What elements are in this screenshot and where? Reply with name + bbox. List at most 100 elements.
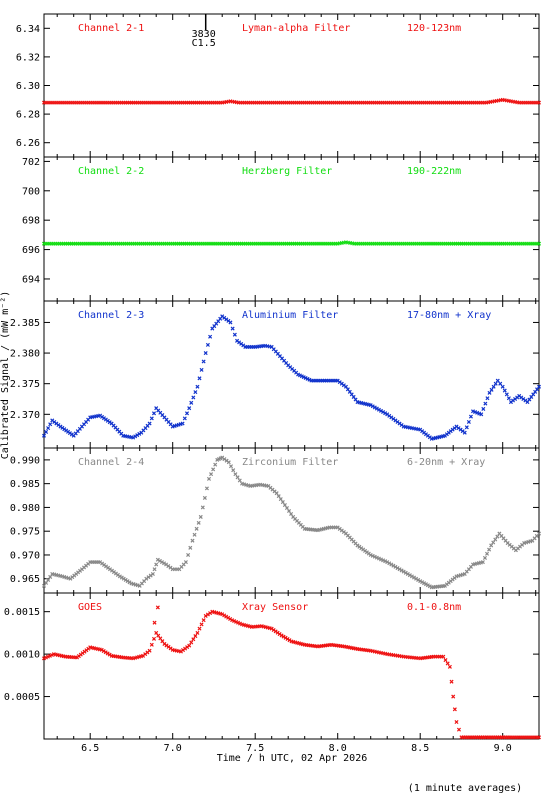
x-tick-label: 7.5	[246, 743, 264, 754]
data-point	[189, 640, 194, 645]
data-point	[192, 532, 197, 537]
panel-band-label: 17-80nm + Xray	[407, 310, 491, 321]
data-point	[464, 425, 469, 430]
data-point	[466, 419, 471, 424]
data-point	[536, 241, 542, 246]
data-point	[152, 567, 157, 572]
data-point	[162, 561, 167, 566]
y-tick-label: 0.980	[10, 503, 40, 514]
panel-filter-label: Lyman-alpha Filter	[242, 23, 350, 34]
data-point	[414, 576, 419, 581]
flare-label: C1.5	[192, 38, 216, 49]
data-point	[491, 384, 496, 389]
data-point	[186, 552, 191, 557]
data-point	[468, 414, 473, 419]
y-tick-label: 2.380	[10, 349, 40, 360]
data-point	[180, 421, 185, 426]
data-point	[201, 618, 206, 623]
data-point	[493, 537, 498, 542]
data-point	[151, 411, 157, 416]
data-point	[536, 100, 542, 105]
data-point	[416, 577, 421, 582]
data-point	[399, 568, 404, 573]
data-point	[287, 508, 292, 514]
data-point	[230, 326, 235, 331]
data-point	[462, 430, 467, 435]
data-point	[411, 575, 417, 580]
data-point	[372, 405, 377, 410]
data-point	[445, 661, 450, 666]
data-point	[193, 634, 198, 639]
data-point	[452, 707, 457, 712]
data-point	[482, 555, 487, 560]
data-point	[536, 531, 542, 536]
data-point	[481, 406, 486, 411]
panel-band-label: 0.1-0.8nm	[407, 602, 461, 613]
data-point	[276, 494, 281, 499]
data-point	[487, 390, 492, 395]
data-point	[405, 571, 410, 577]
panel-frame	[43, 592, 540, 740]
data-point	[211, 467, 216, 472]
data-point	[498, 381, 503, 386]
y-tick-label: 0.0015	[4, 607, 40, 618]
data-point	[489, 387, 494, 392]
data-point	[191, 395, 196, 400]
panel-frame	[43, 447, 540, 594]
data-point	[274, 491, 279, 496]
data-point	[385, 560, 390, 565]
x-tick-label: 6.5	[81, 743, 99, 754]
data-point	[456, 727, 461, 732]
data-point	[374, 406, 379, 411]
y-tick-label: 0.970	[10, 550, 40, 561]
data-point	[232, 332, 237, 337]
data-point	[194, 526, 199, 531]
panel-title: GOES	[78, 602, 102, 613]
panel-filter-label: Aluminium Filter	[242, 310, 338, 321]
data-point	[449, 679, 454, 684]
data-point	[200, 505, 205, 510]
data-point	[46, 577, 51, 582]
y-tick-label: 6.34	[16, 24, 40, 35]
data-point	[376, 407, 381, 412]
data-point	[46, 426, 51, 431]
data-point	[289, 511, 294, 516]
data-point	[395, 566, 400, 571]
panel-frame	[43, 156, 540, 302]
y-tick-label: 6.30	[16, 81, 40, 92]
data-point	[235, 475, 240, 480]
data-point	[226, 460, 231, 465]
data-point	[147, 648, 152, 653]
data-point	[199, 367, 204, 372]
data-point	[193, 390, 198, 395]
data-point	[195, 384, 200, 389]
data-point	[190, 538, 195, 543]
data-point	[201, 359, 206, 364]
x-tick-label: 8.0	[329, 743, 347, 754]
data-point	[393, 564, 398, 569]
y-axis-label: Calibrated Signal / (mW m⁻²)	[0, 291, 11, 460]
data-point	[182, 416, 187, 421]
data-point	[183, 560, 188, 565]
y-tick-label: 6.26	[16, 138, 40, 149]
y-tick-label: 0.965	[10, 574, 40, 585]
x-tick-label: 7.0	[164, 743, 182, 754]
data-point	[189, 400, 194, 405]
panel-2: 694 696 698 700 702 Channel 2-2 Herzberg Filte…	[22, 156, 542, 302]
data-point	[155, 605, 160, 610]
panel-frame	[43, 13, 540, 158]
y-tick-label: 2.375	[10, 379, 40, 390]
data-point	[479, 412, 484, 417]
panel-1: 6.26 6.28 6.30 6.32 6.34 Channel 2-1 Lyman-alp…	[16, 13, 542, 158]
y-tick-label: 698	[22, 216, 40, 227]
data-point	[391, 563, 396, 568]
data-point	[152, 620, 157, 625]
data-point	[184, 411, 190, 416]
data-point	[536, 735, 542, 740]
data-point	[378, 408, 384, 413]
data-point	[443, 658, 448, 663]
flare-label: 3830	[192, 29, 216, 40]
data-point	[280, 500, 285, 505]
data-point	[155, 557, 160, 562]
